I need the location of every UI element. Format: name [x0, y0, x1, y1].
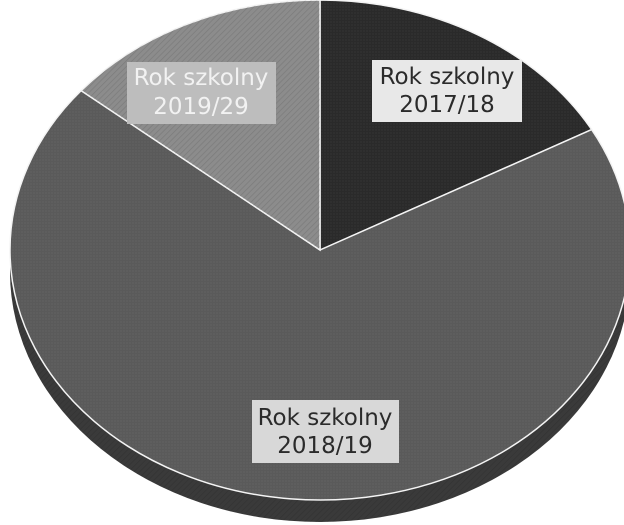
label-2019: Rok szkolny 2019/29	[127, 62, 276, 124]
label-2018-line2: 2018/19	[277, 433, 373, 459]
label-2018-line1: Rok szkolny	[258, 405, 393, 431]
label-2019-line2: 2019/29	[153, 94, 249, 120]
label-2017: Rok szkolny 2017/18	[372, 60, 522, 122]
label-2018: Rok szkolny 2018/19	[252, 400, 399, 463]
label-2017-line2: 2017/18	[399, 92, 495, 118]
label-2019-line1: Rok szkolny	[134, 65, 269, 91]
label-2017-line1: Rok szkolny	[380, 64, 515, 90]
